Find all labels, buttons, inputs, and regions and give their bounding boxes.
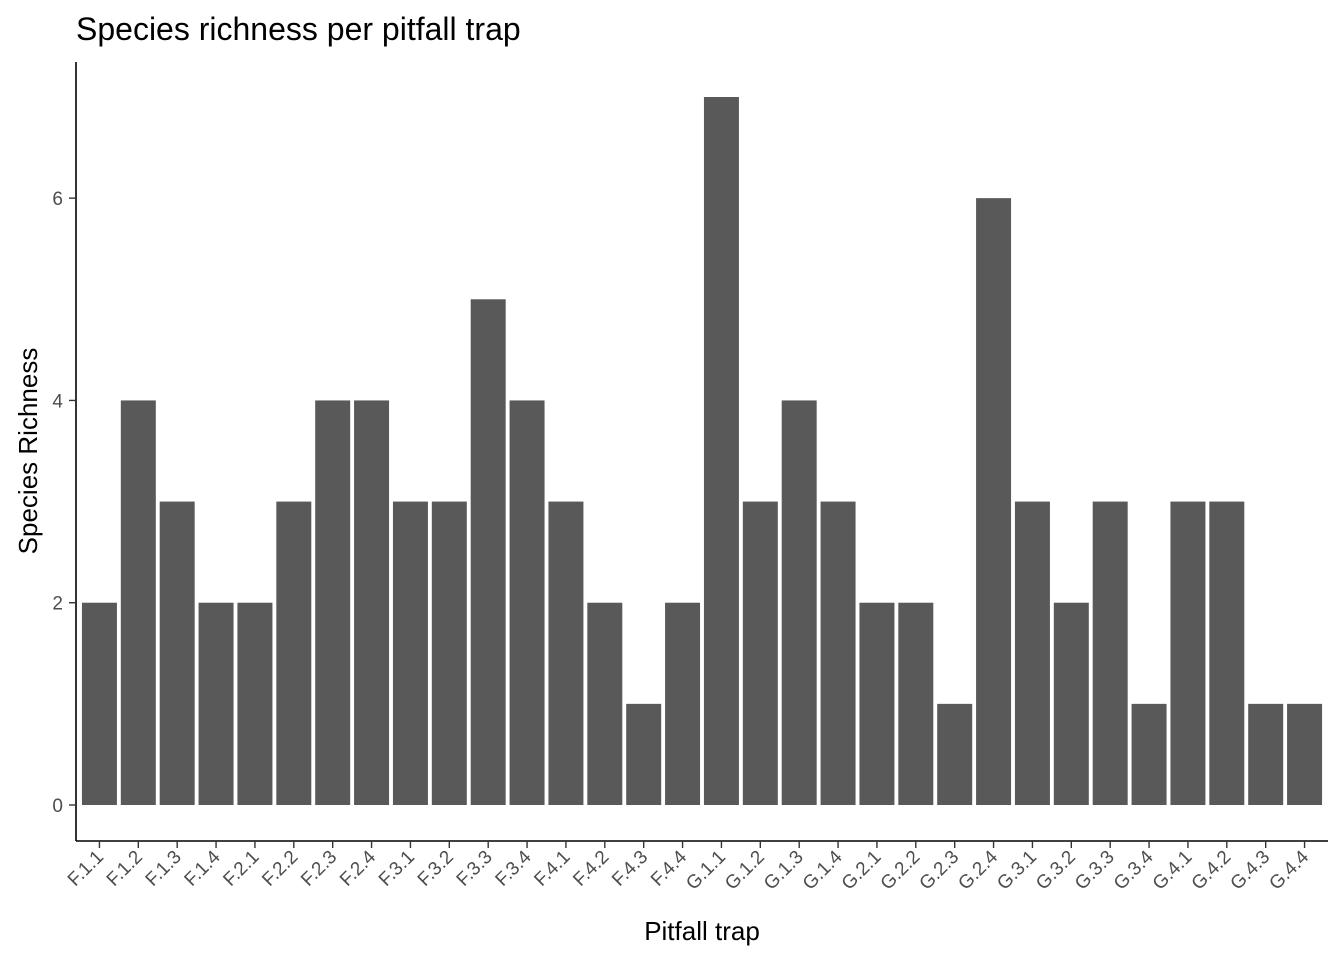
bars-group xyxy=(81,97,1323,806)
x-tick-label: F.4.1 xyxy=(530,847,574,891)
x-tick-label: F.4.4 xyxy=(647,846,691,890)
bar xyxy=(1092,501,1128,805)
bar xyxy=(1053,602,1089,805)
x-tick-label: F.2.4 xyxy=(336,846,380,890)
x-tick-label: G.1.4 xyxy=(799,846,847,894)
bar xyxy=(742,501,778,805)
x-axis: F.1.1F.1.2F.1.3F.1.4F.2.1F.2.2F.2.3F.2.4… xyxy=(64,840,1328,895)
bar xyxy=(898,602,934,805)
x-tick-label: F.4.2 xyxy=(569,847,613,891)
y-tick-label: 2 xyxy=(52,594,63,615)
x-tick-label: G.3.3 xyxy=(1071,847,1119,895)
bar xyxy=(1209,501,1245,805)
chart-title: Species richness per pitfall trap xyxy=(76,11,521,47)
x-tick-label: G.4.1 xyxy=(1149,847,1197,895)
x-tick-label: G.1.1 xyxy=(682,847,730,895)
bar xyxy=(1014,501,1050,805)
x-tick-label: G.2.1 xyxy=(838,847,886,895)
x-tick-label: F.4.3 xyxy=(608,847,652,891)
x-tick-label: F.3.1 xyxy=(375,847,419,891)
bar xyxy=(781,400,817,805)
x-tick-label: F.1.2 xyxy=(103,847,147,891)
bar xyxy=(820,501,856,805)
x-tick-label: F.1.3 xyxy=(142,847,186,891)
x-tick-label: F.2.1 xyxy=(219,847,263,891)
bar xyxy=(703,97,739,805)
y-tick-label: 0 xyxy=(52,796,63,817)
bar xyxy=(159,501,195,805)
x-tick-label: G.3.1 xyxy=(993,847,1041,895)
y-tick-label: 6 xyxy=(52,189,63,210)
bar xyxy=(1248,703,1284,805)
bar xyxy=(509,400,545,805)
x-tick-label: F.3.3 xyxy=(453,847,497,891)
x-tick-label: G.2.4 xyxy=(954,846,1002,894)
bar xyxy=(431,501,467,805)
x-tick-label: F.1.4 xyxy=(181,846,225,890)
bar xyxy=(470,299,506,805)
x-tick-label: G.4.3 xyxy=(1227,847,1275,895)
bar xyxy=(392,501,428,805)
bar xyxy=(1170,501,1206,805)
x-tick-label: F.1.1 xyxy=(64,847,108,891)
y-axis: 0 2 4 6 xyxy=(52,62,77,841)
x-tick-label: G.2.3 xyxy=(916,847,964,895)
bar xyxy=(548,501,584,805)
x-tick-label: G.3.2 xyxy=(1032,847,1080,895)
bar xyxy=(1131,703,1167,805)
bar xyxy=(626,703,662,805)
bar xyxy=(237,602,273,805)
x-tick-label: G.4.2 xyxy=(1188,847,1236,895)
x-tick-label: G.3.4 xyxy=(1110,846,1158,894)
bar xyxy=(120,400,156,805)
bar xyxy=(976,198,1012,806)
x-tick-label: F.3.2 xyxy=(414,847,458,891)
y-axis-title: Species Richness xyxy=(13,348,43,555)
bar xyxy=(1287,703,1323,805)
bar xyxy=(276,501,312,805)
bar xyxy=(859,602,895,805)
x-tick-label: F.2.3 xyxy=(297,847,341,891)
bar xyxy=(354,400,390,805)
x-tick-label: G.1.3 xyxy=(760,847,808,895)
bar xyxy=(315,400,351,805)
bar xyxy=(937,703,973,805)
x-tick-label: F.2.2 xyxy=(258,847,302,891)
y-tick-label: 4 xyxy=(52,391,63,412)
bar xyxy=(198,602,234,805)
x-axis-title: Pitfall trap xyxy=(644,916,760,946)
x-tick-label: G.2.2 xyxy=(877,847,925,895)
bar xyxy=(81,602,117,805)
bar xyxy=(587,602,623,805)
bar xyxy=(665,602,701,805)
x-tick-label: G.1.2 xyxy=(721,847,769,895)
x-tick-label: F.3.4 xyxy=(492,846,536,890)
x-tick-label: G.4.4 xyxy=(1265,846,1313,894)
